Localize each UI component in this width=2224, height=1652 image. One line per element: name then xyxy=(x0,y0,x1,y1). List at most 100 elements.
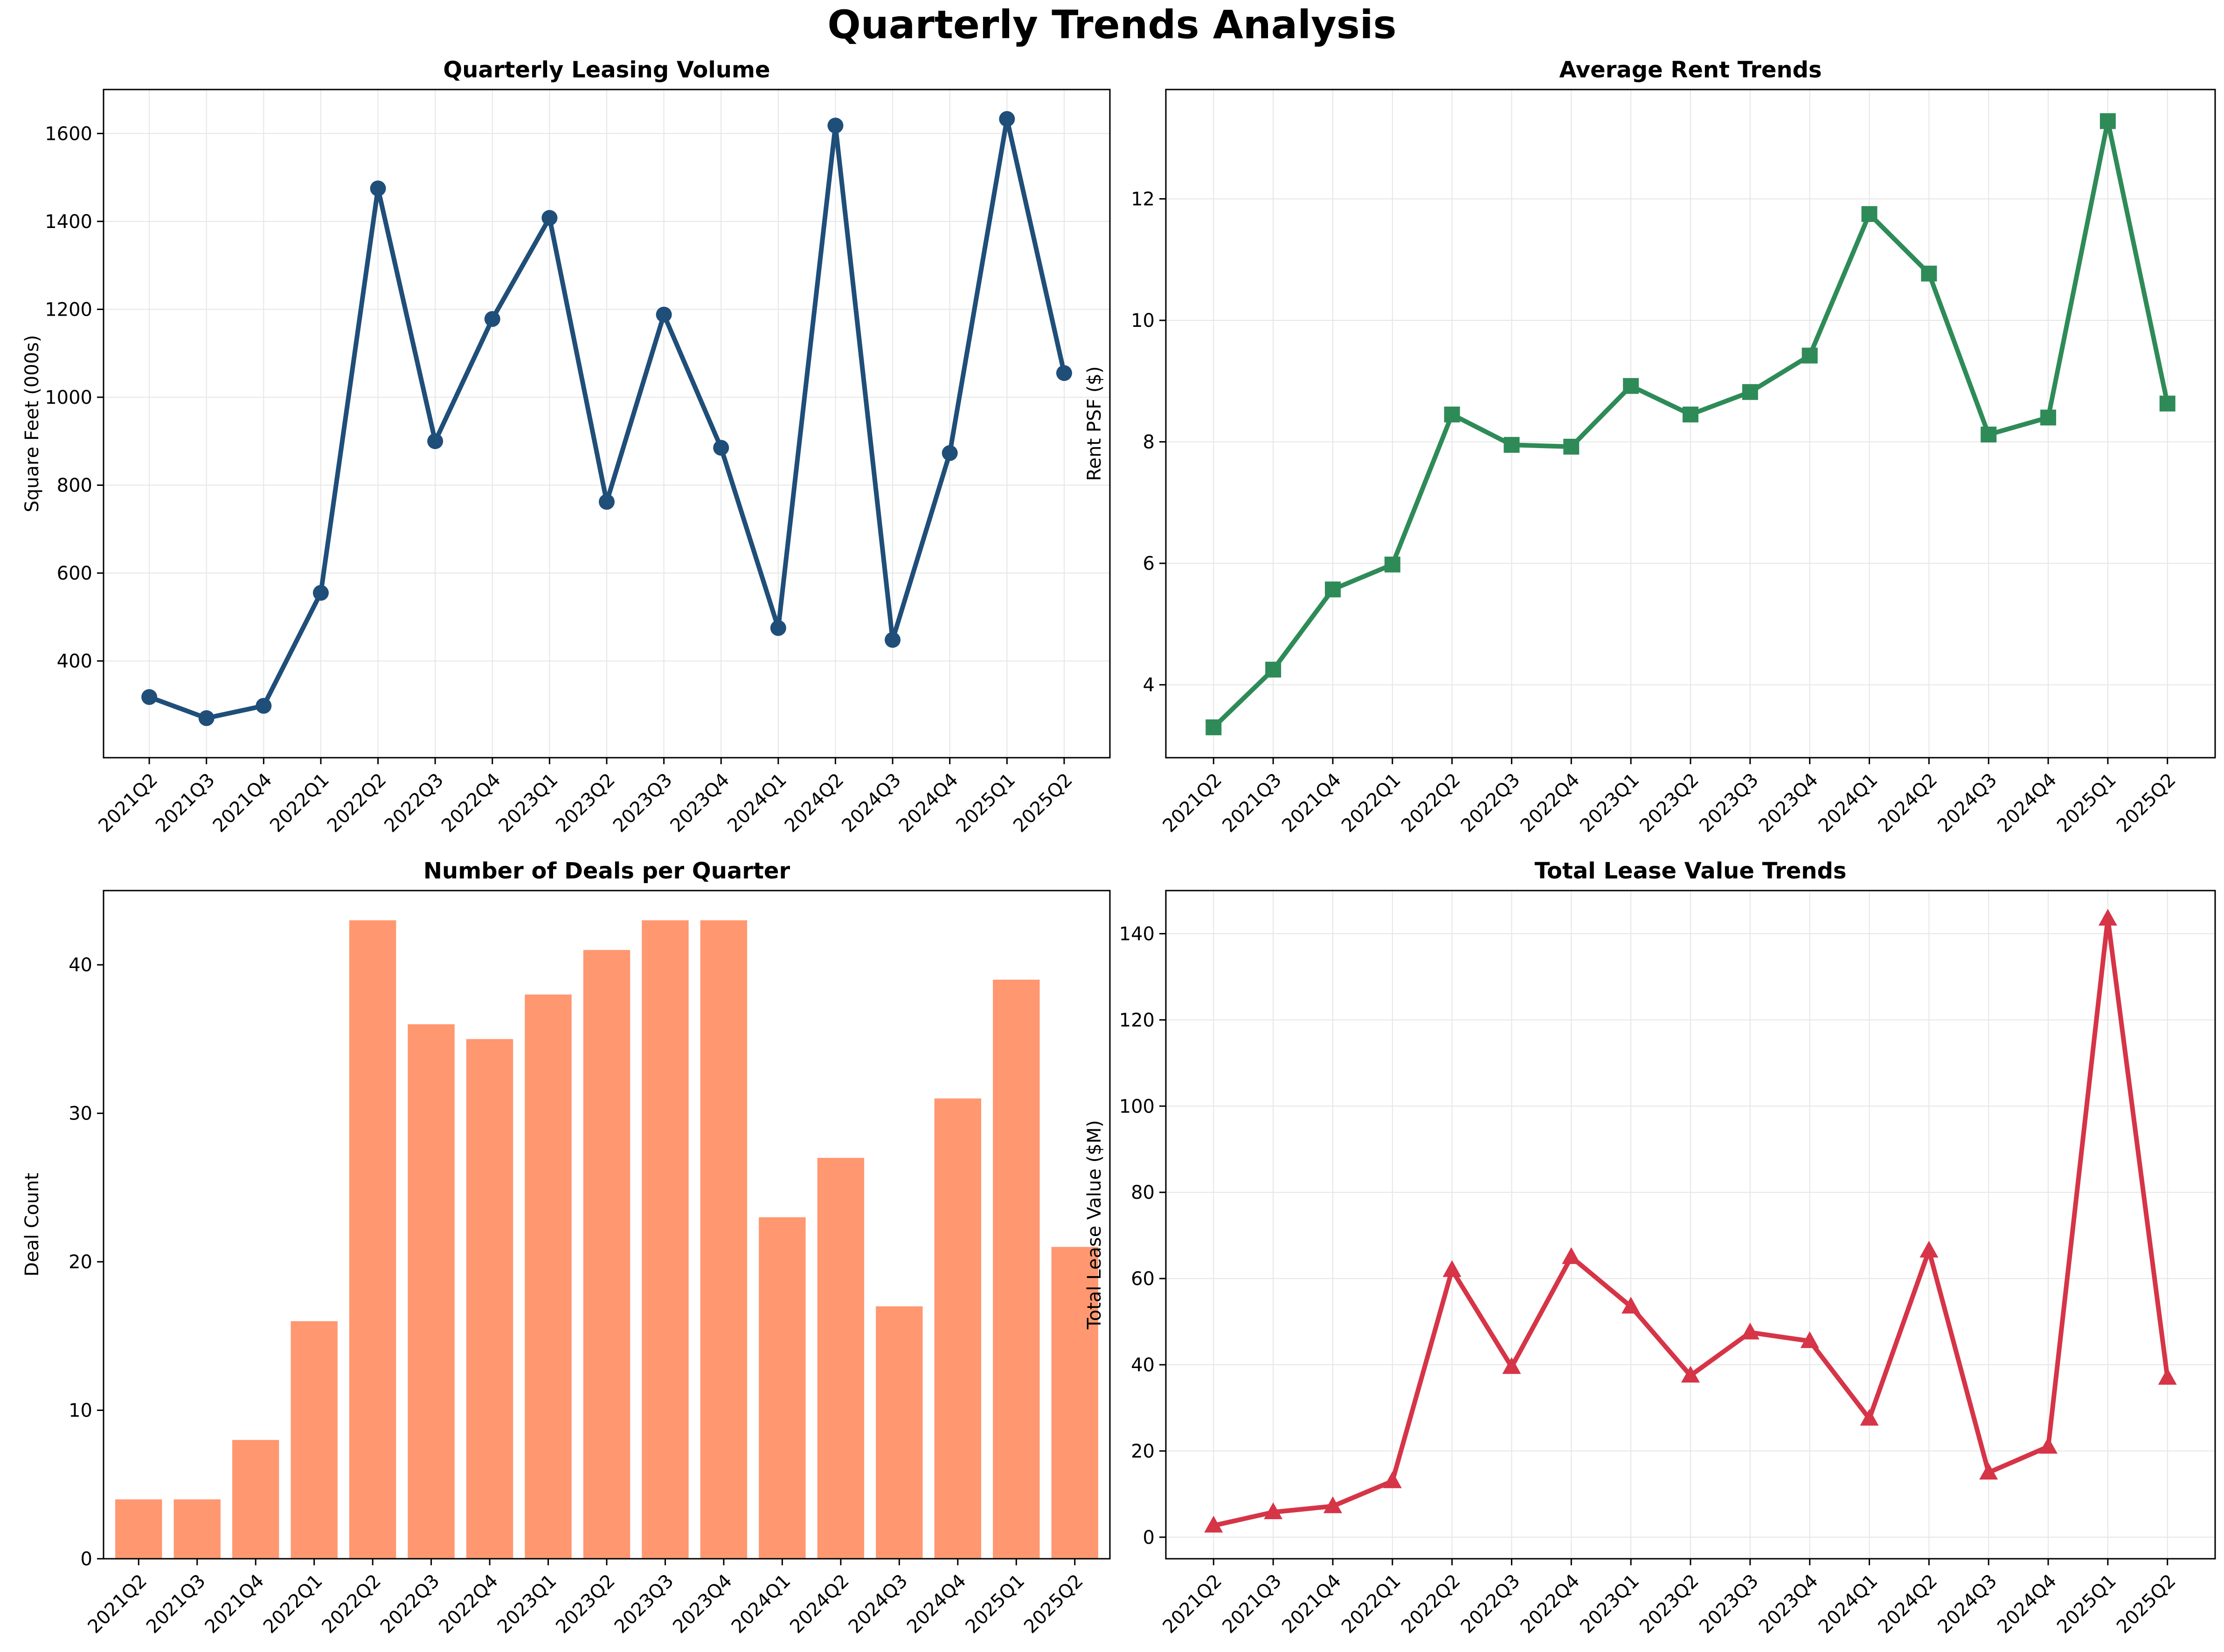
x-tick-label: 2024Q4 xyxy=(903,1570,970,1638)
plot-frame xyxy=(1165,89,2216,759)
bar xyxy=(583,950,630,1559)
data-point xyxy=(1265,662,1282,678)
x-tick-label: 2024Q1 xyxy=(723,769,791,837)
x-tick-label: 2025Q1 xyxy=(952,769,1020,837)
chart-title: Quarterly Leasing Volume xyxy=(443,57,770,83)
y-axis-label: Rent PSF ($) xyxy=(1084,366,1105,481)
data-point xyxy=(1206,719,1222,735)
chart-title: Number of Deals per Quarter xyxy=(423,858,790,884)
x-tick-label: 2022Q3 xyxy=(1457,1570,1524,1638)
x-tick-label: 2023Q1 xyxy=(1576,1570,1643,1638)
data-point xyxy=(1562,1247,1581,1264)
x-tick-label: 2021Q3 xyxy=(152,769,219,837)
x-tick-label: 2021Q3 xyxy=(1218,1570,1286,1638)
x-tick-label: 2025Q2 xyxy=(1009,769,1077,837)
figure-title: Quarterly Trends Analysis xyxy=(827,2,1397,48)
data-point xyxy=(2039,1437,2058,1454)
y-tick-label: 20 xyxy=(1131,1441,1155,1462)
bar xyxy=(993,980,1040,1559)
data-point xyxy=(2159,395,2176,412)
x-tick-label: 2021Q4 xyxy=(209,769,277,837)
x-tick-label: 2025Q2 xyxy=(2113,769,2180,837)
x-tick-label: 2024Q1 xyxy=(1815,769,1882,837)
y-tick-label: 40 xyxy=(1131,1355,1155,1376)
data-point xyxy=(1621,1297,1641,1314)
data-point xyxy=(1800,1331,1819,1348)
y-tick-label: 1400 xyxy=(45,211,92,233)
x-tick-label: 2022Q1 xyxy=(266,769,333,837)
y-tick-label: 0 xyxy=(1143,1527,1155,1548)
bar xyxy=(349,920,396,1559)
y-tick-label: 800 xyxy=(57,475,92,496)
x-tick-label: 2021Q2 xyxy=(84,1570,152,1638)
data-point xyxy=(1323,1496,1342,1514)
plot-frame xyxy=(103,890,1111,1560)
plot-frame xyxy=(103,89,1111,759)
bar xyxy=(232,1440,279,1559)
x-tick-label: 2022Q3 xyxy=(380,769,448,837)
x-tick-label: 2023Q2 xyxy=(1635,769,1703,837)
chart-title: Total Lease Value Trends xyxy=(1535,858,1847,884)
x-tick-label: 2024Q3 xyxy=(838,769,905,837)
x-tick-label: 2021Q4 xyxy=(1278,769,1345,837)
data-point xyxy=(827,118,844,134)
x-tick-label: 2022Q4 xyxy=(1517,769,1584,837)
data-point xyxy=(1742,384,1758,400)
x-tick-label: 2021Q2 xyxy=(1159,1570,1226,1638)
bar xyxy=(291,1321,338,1559)
y-tick-label: 30 xyxy=(69,1103,92,1125)
bar xyxy=(173,1499,221,1559)
x-tick-label: 2024Q1 xyxy=(1815,1570,1882,1638)
x-tick-label: 2023Q1 xyxy=(1576,769,1643,837)
data-point xyxy=(484,311,500,327)
bar xyxy=(876,1306,923,1559)
x-tick-label: 2023Q2 xyxy=(552,1570,619,1638)
data-point xyxy=(370,180,386,197)
x-tick-label: 2021Q4 xyxy=(201,1570,269,1638)
y-tick-label: 100 xyxy=(1119,1096,1155,1117)
data-point xyxy=(1860,1409,1879,1426)
x-tick-label: 2024Q2 xyxy=(781,769,848,837)
data-point xyxy=(942,445,958,461)
data-point xyxy=(2098,909,2117,926)
data-point xyxy=(1981,426,1997,442)
data-point xyxy=(1502,1357,1521,1374)
x-tick-label: 2025Q2 xyxy=(1020,1570,1088,1638)
y-tick-label: 40 xyxy=(69,954,92,976)
data-point xyxy=(1204,1515,1223,1533)
chart-2: 46810122021Q22021Q32021Q42022Q12022Q2202… xyxy=(1084,57,2216,837)
x-tick-label: 2024Q4 xyxy=(895,769,963,837)
data-point xyxy=(1383,1471,1402,1488)
data-point xyxy=(541,210,558,226)
bar xyxy=(934,1098,981,1559)
y-tick-label: 80 xyxy=(1131,1182,1155,1203)
y-tick-label: 20 xyxy=(69,1251,92,1273)
data-point xyxy=(599,494,615,510)
plot-frame xyxy=(1165,890,2216,1560)
data-point xyxy=(1919,1240,1939,1258)
x-tick-label: 2023Q3 xyxy=(1695,1570,1763,1638)
data-point xyxy=(1324,581,1341,598)
x-tick-label: 2024Q2 xyxy=(1874,769,1942,837)
y-tick-label: 6 xyxy=(1143,553,1155,574)
x-tick-label: 2023Q1 xyxy=(495,769,562,837)
x-tick-label: 2023Q3 xyxy=(610,1570,678,1638)
data-point xyxy=(1921,265,1937,282)
x-tick-label: 2022Q4 xyxy=(435,1570,502,1638)
x-tick-label: 2023Q4 xyxy=(1755,1570,1822,1638)
x-tick-label: 2024Q4 xyxy=(1993,769,2061,837)
data-point xyxy=(256,698,272,714)
x-tick-label: 2021Q3 xyxy=(1218,769,1286,837)
y-tick-label: 400 xyxy=(57,651,92,672)
data-point xyxy=(1683,406,1698,422)
x-tick-label: 2025Q2 xyxy=(2113,1570,2180,1638)
y-tick-label: 60 xyxy=(1131,1268,1155,1290)
x-tick-label: 2024Q3 xyxy=(1934,1570,2002,1638)
y-tick-label: 4 xyxy=(1143,675,1155,696)
chart-1: 40060080010001200140016002021Q22021Q3202… xyxy=(21,57,1111,837)
x-tick-label: 2021Q4 xyxy=(1278,1570,1345,1638)
data-point xyxy=(1979,1463,1998,1480)
x-tick-label: 2023Q1 xyxy=(493,1570,561,1638)
x-tick-label: 2021Q3 xyxy=(142,1570,210,1638)
chart-3: 0102030402021Q22021Q32021Q42022Q12022Q22… xyxy=(21,858,1111,1638)
